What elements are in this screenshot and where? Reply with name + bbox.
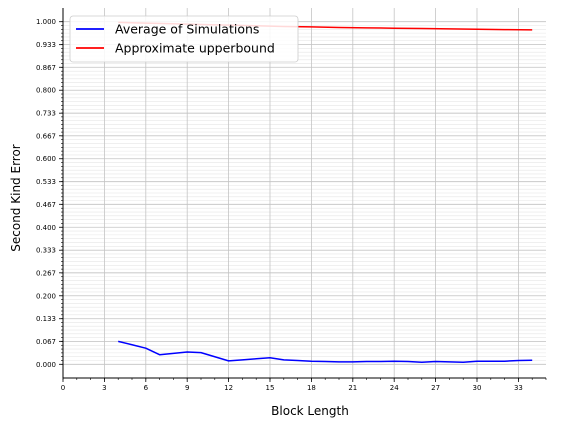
y-tick-label: 0.867 <box>36 64 56 72</box>
y-tick-label: 0.667 <box>36 132 56 140</box>
y-tick-label: 0.067 <box>36 338 56 346</box>
legend-label: Approximate upperbound <box>115 41 275 56</box>
grid <box>62 8 546 378</box>
y-tick-label: 0.933 <box>36 41 56 49</box>
y-tick-label: 0.733 <box>36 110 56 118</box>
x-tick-label: 12 <box>224 384 233 392</box>
x-tick-label: 9 <box>185 384 189 392</box>
x-tick-label: 3 <box>102 384 106 392</box>
x-tick-label: 21 <box>348 384 357 392</box>
x-tick-label: 18 <box>307 384 316 392</box>
series-line-average-of-simulations <box>118 340 533 363</box>
axes <box>59 8 547 382</box>
y-tick-label: 0.200 <box>36 292 56 300</box>
tick-labels: 0.000 0.067 0.133 0.200 0.267 0.333 0.400 0.467… <box>36 18 523 392</box>
x-axis-label: Block Length <box>271 404 349 418</box>
x-tick-label: 24 <box>390 384 399 392</box>
y-tick-label: 1.000 <box>36 18 56 26</box>
x-tick-label: 27 <box>431 384 440 392</box>
x-tick-label: 33 <box>514 384 523 392</box>
y-tick-label: 0.000 <box>36 361 56 369</box>
x-tick-label: 15 <box>266 384 275 392</box>
y-tick-label: 0.133 <box>36 315 56 323</box>
legend: Average of Simulations Approximate upperb… <box>69 15 299 63</box>
legend-box <box>69 15 299 63</box>
y-tick-label: 0.800 <box>36 87 56 95</box>
y-tick-label: 0.333 <box>36 247 56 255</box>
y-tick-label: 0.267 <box>36 269 56 277</box>
y-tick-label: 0.467 <box>36 201 56 209</box>
y-tick-label: 0.600 <box>36 155 56 163</box>
y-axis-label: Second Kind Error <box>9 144 23 252</box>
legend-label: Average of Simulations <box>115 22 259 37</box>
y-tick-label: 0.533 <box>36 178 56 186</box>
x-tick-label: 0 <box>61 384 65 392</box>
x-tick-label: 30 <box>473 384 482 392</box>
x-tick-label: 6 <box>144 384 149 392</box>
y-tick-label: 0.400 <box>36 224 56 232</box>
